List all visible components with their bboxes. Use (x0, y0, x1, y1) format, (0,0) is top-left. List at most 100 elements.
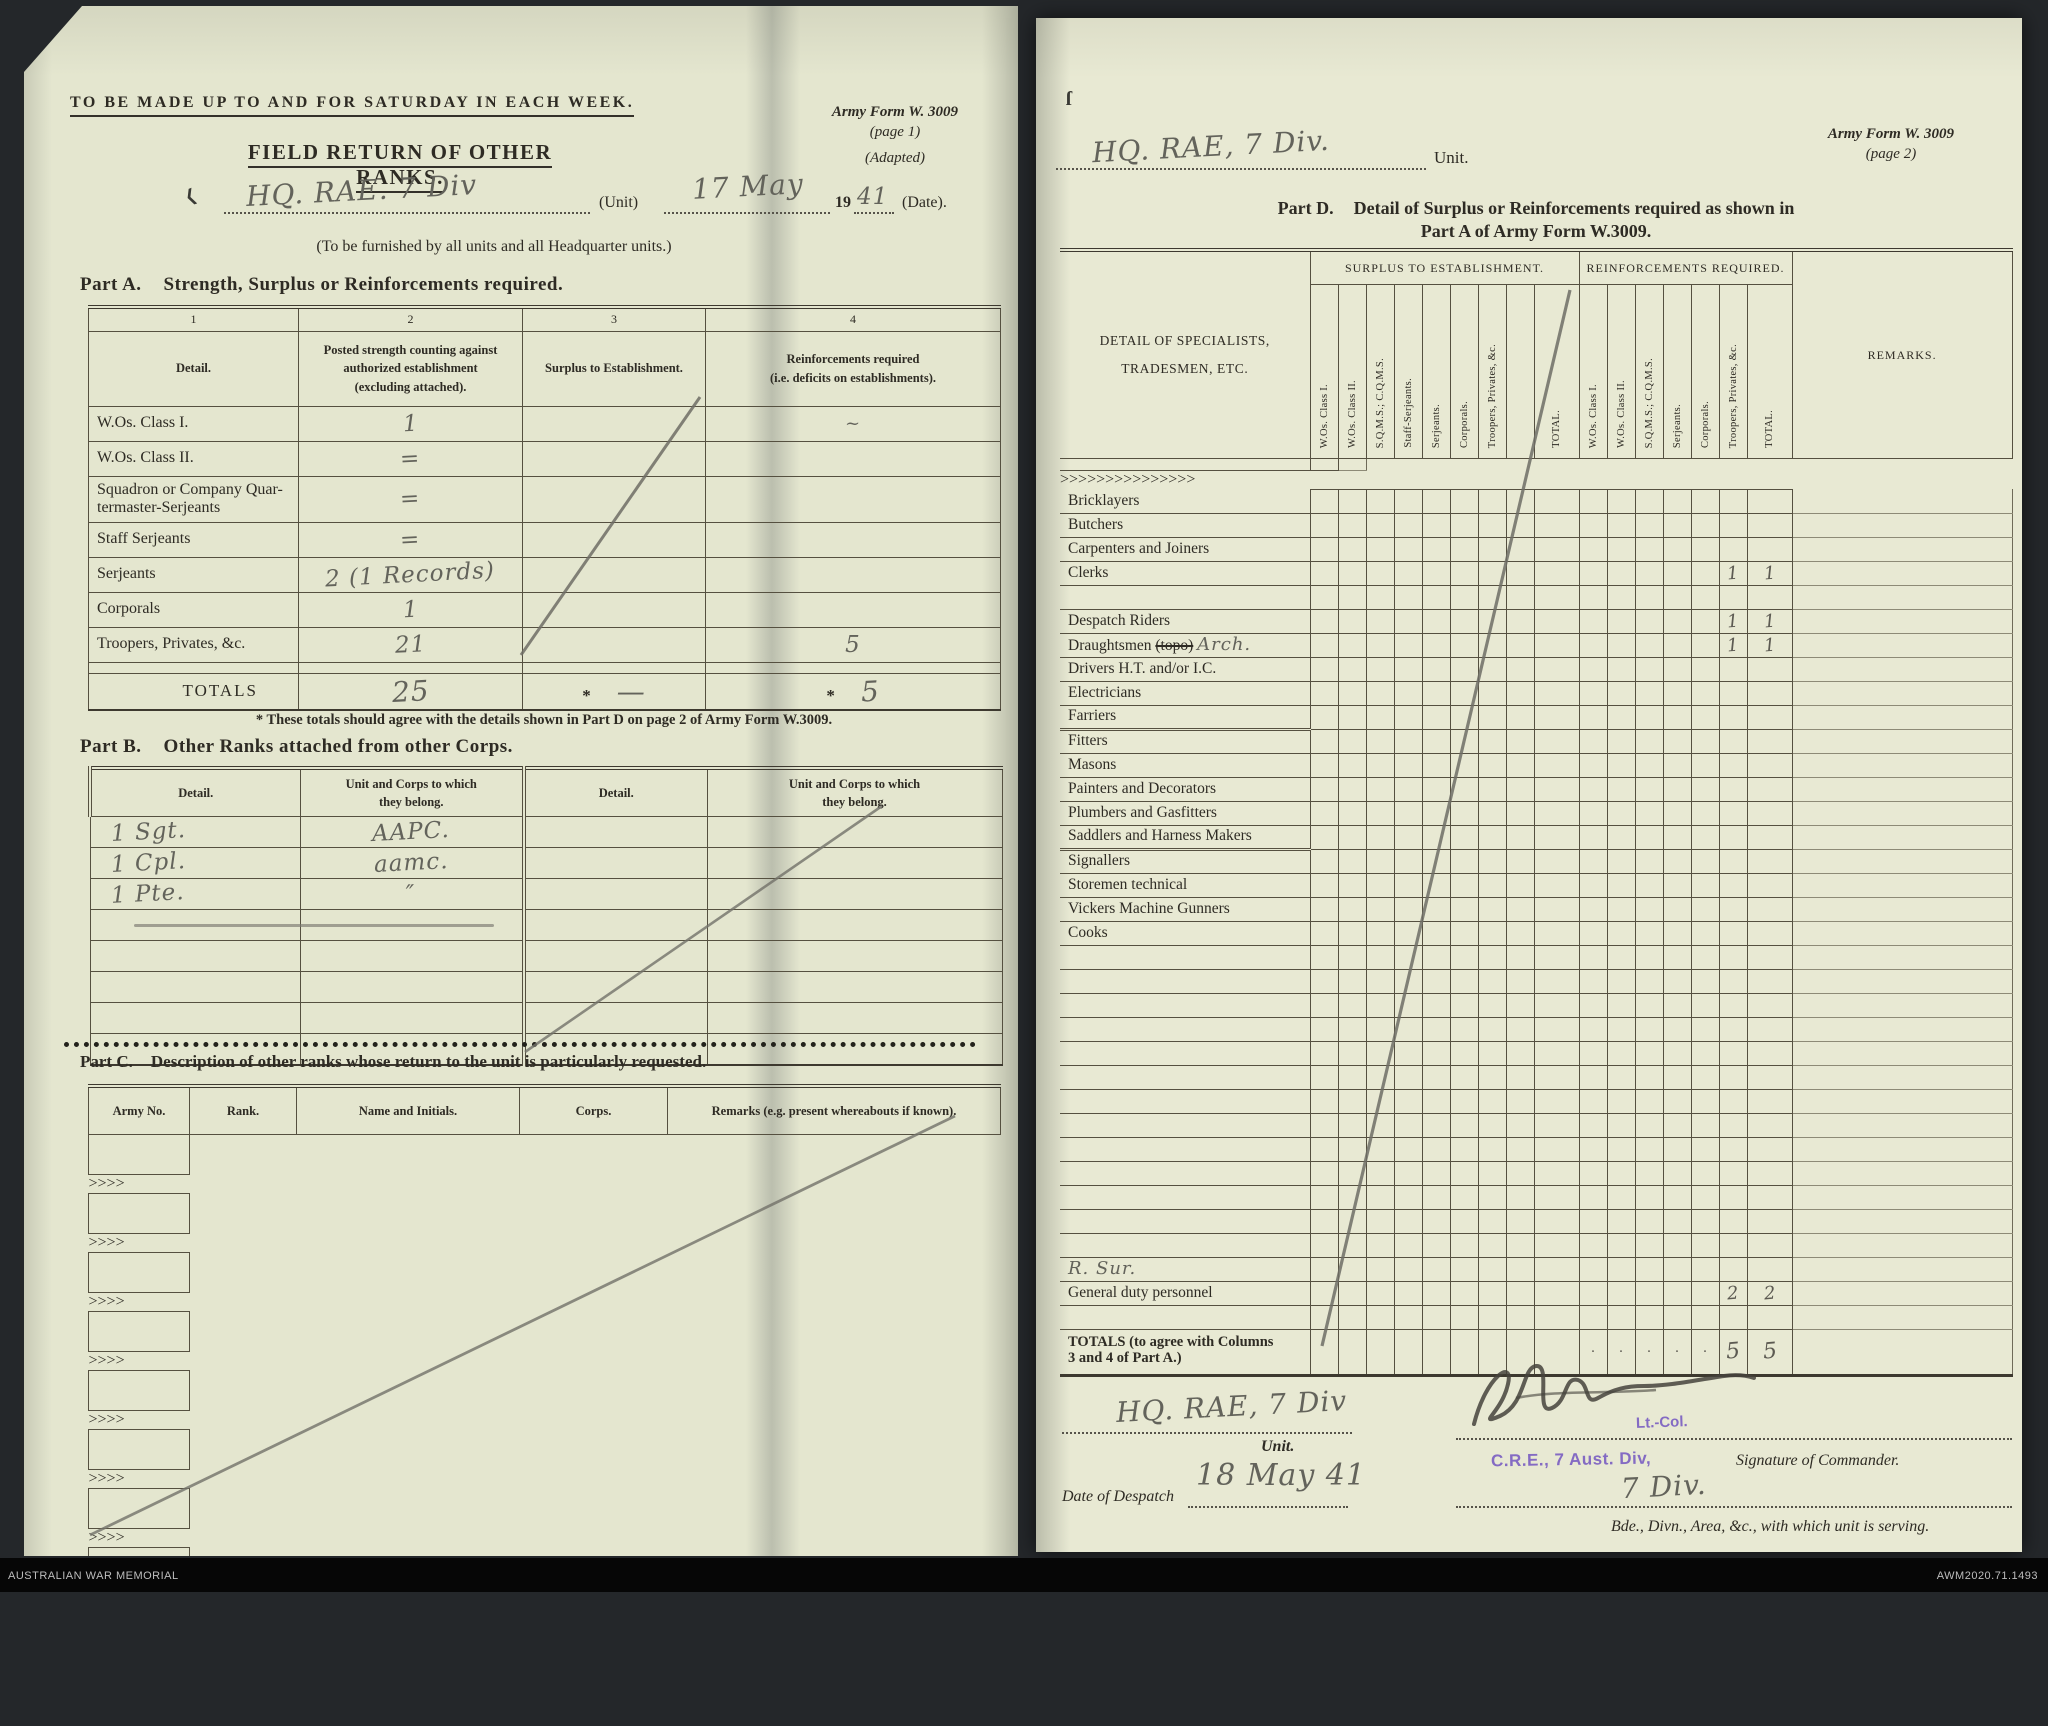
surplus-col-header: Staff-Serjeants. (1393, 284, 1423, 459)
part-d-surplus-cell (1365, 968, 1395, 994)
part-a-surplus-value (522, 626, 706, 663)
part-d-reinf-cell (1634, 1064, 1664, 1090)
part-a-col-header: Reinforcements required (i.e. deficits o… (705, 330, 1001, 407)
part-d-surplus-cell (1393, 728, 1423, 754)
part-d-reinf-cell (1606, 992, 1636, 1018)
part-d-reinf-cell (1578, 920, 1608, 946)
part-d-reinf-cell (1718, 800, 1748, 826)
part-c-col-header: Corps. (519, 1085, 668, 1135)
part-d-surplus-cell (1393, 1184, 1423, 1210)
part-d-surplus-cell (1449, 1064, 1479, 1090)
part-d-surplus-cell (1421, 632, 1451, 658)
part-d-reinf-cell (1718, 488, 1748, 514)
part-d-reinf-cell (1690, 1256, 1720, 1282)
part-a-reinf-value: ~ (705, 405, 1001, 442)
part-d-surplus-cell (1533, 1256, 1580, 1282)
perforation-line (64, 1042, 976, 1047)
part-d-reinf-cell (1578, 728, 1608, 754)
part-d-surplus-cell (1337, 992, 1367, 1018)
part-d-reinf-cell (1578, 848, 1608, 874)
part-d-row-label (1060, 1017, 1310, 1042)
part-b-detail-value-2 (522, 878, 708, 910)
despatch-caption: Date of Despatch (1062, 1488, 1174, 1505)
reinf-col-header: Serjeants. (1662, 284, 1692, 459)
part-d-surplus-cell (1421, 560, 1451, 586)
part-d-reinf-cell (1578, 752, 1608, 778)
part-d-surplus-cell (1477, 560, 1507, 586)
part-d-reinf-cell (1690, 1232, 1720, 1258)
sign-unit-caption: Unit. (1261, 1438, 1295, 1455)
part-d-reinf-cell (1718, 1136, 1748, 1162)
part-d-reinf-cell (1578, 992, 1608, 1018)
part-d-row-label: Saddlers and Harness Makers (1060, 825, 1310, 850)
part-d-surplus-cell (1449, 1136, 1479, 1162)
part-d-surplus-cell (1421, 1112, 1451, 1138)
part-d-reinf-cell (1690, 1160, 1720, 1186)
part-b-detail-value (89, 1002, 301, 1034)
part-d-surplus-cell (1421, 896, 1451, 922)
part-b-unit-value (299, 1002, 525, 1034)
part-d-surplus-cell (1533, 1184, 1580, 1210)
part-d-surplus-cell (1533, 1016, 1580, 1042)
part-c-table: Army No. Rank. Name and Initials. Corps. Rem… (88, 1084, 1001, 1556)
part-d-reinf-cell (1662, 1064, 1692, 1090)
part-d-surplus-cell (1309, 1256, 1339, 1282)
part-d-reinf-cell (1578, 800, 1608, 826)
part-a-reinf-value (705, 440, 1001, 477)
cre-unit-stamp: C.R.E., 7 Aust. Div, (1490, 1448, 1652, 1471)
part-d-surplus-cell (1337, 1160, 1367, 1186)
part-d-surplus-cell (1337, 1280, 1367, 1306)
part-a-row-label: Troopers, Privates, &c. (88, 626, 299, 663)
part-d-row-label: General duty personnel (1060, 1281, 1310, 1306)
part-d-surplus-cell (1505, 632, 1535, 658)
part-b-unit-value: aamc. (299, 847, 525, 879)
part-d-surplus-cell (1449, 776, 1479, 802)
part-d-surplus-cell (1477, 872, 1507, 898)
part-d-surplus-cell (1449, 968, 1479, 994)
struck-text: (topo) (1155, 636, 1194, 654)
part-d-row-label (1060, 993, 1310, 1018)
part-d-reinf-cell (1578, 944, 1608, 970)
part-d-row-label: R. Sur. (1060, 1257, 1310, 1282)
part-d-surplus-cell (1365, 800, 1395, 826)
part-a-posted-value: = (298, 521, 523, 558)
part-d-reinf-cell (1690, 728, 1720, 754)
archive-id: AWM2020.71.1493 (1936, 1570, 2038, 1582)
part-d-surplus-cell (1449, 728, 1479, 754)
part-d-reinf-cell (1634, 560, 1664, 586)
part-d-reinf-cell (1746, 704, 1793, 730)
part-d-reinf-cell (1606, 1088, 1636, 1114)
detail-header-1: DETAIL OF SPECIALISTS, (1099, 332, 1270, 348)
part-d-surplus-cell (1421, 1160, 1451, 1186)
part-d-surplus-cell (1393, 824, 1423, 850)
signature-caption: Signature of Commander. (1736, 1452, 1900, 1469)
part-d-reinf-cell (1746, 512, 1793, 538)
part-d-surplus-cell (1449, 1304, 1479, 1330)
part-d-surplus-cell (1309, 1208, 1339, 1234)
year-printed: 19 (835, 194, 851, 211)
part-d-reinf-cell (1578, 1256, 1608, 1282)
part-d-surplus-cell (1421, 1280, 1451, 1306)
surplus-col-header: Serjeants. (1421, 284, 1451, 459)
part-a-col-number: 1 (88, 306, 299, 332)
part-d-reinf-cell (1578, 968, 1608, 994)
part-d-surplus-cell (1309, 488, 1339, 514)
part-d-surplus-cell (1505, 1208, 1535, 1234)
part-c-title: Description of other ranks whose return … (150, 1052, 707, 1071)
part-d-reinf-cell (1746, 896, 1793, 922)
part-a-posted-value: = (298, 440, 523, 477)
part-d-surplus-cell (1477, 656, 1507, 682)
part-d-surplus-cell (1421, 1016, 1451, 1042)
part-a-prefix: Part A. (80, 274, 142, 295)
part-d-row-label: Despatch Riders (1060, 609, 1310, 634)
part-d-reinf-cell (1746, 800, 1793, 826)
part-d-reinf-cell (1718, 656, 1748, 682)
part-c-empty-cell (88, 1134, 190, 1175)
part-d-reinf-cell (1578, 704, 1608, 730)
part-d-surplus-cell (1449, 512, 1479, 538)
part-d-reinf-cell (1690, 920, 1720, 946)
part-d-surplus-cell (1449, 1112, 1479, 1138)
part-d-surplus-cell (1365, 1280, 1395, 1306)
part-d-row-label: Vickers Machine Gunners (1060, 897, 1310, 922)
part-d-reinf-cell (1718, 752, 1748, 778)
